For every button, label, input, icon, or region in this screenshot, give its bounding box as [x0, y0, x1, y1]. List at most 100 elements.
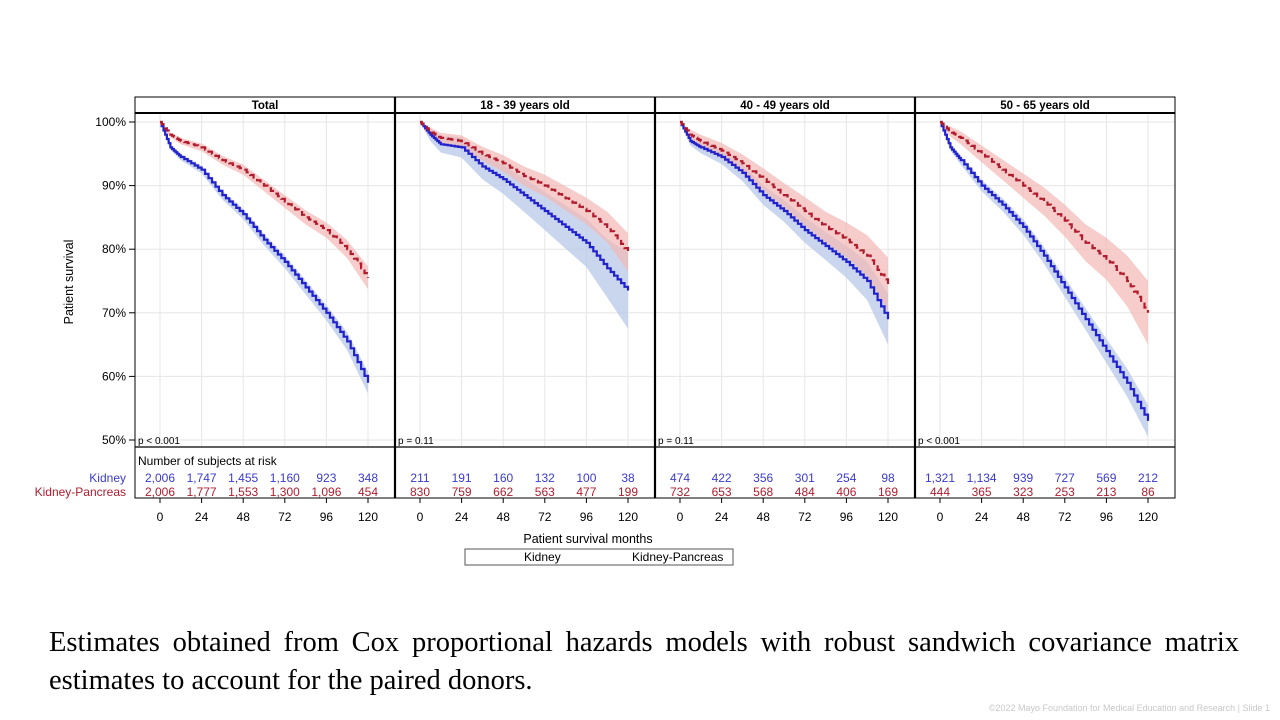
kidney-pancreas-at-risk-count: 563 [535, 485, 555, 499]
kidney-pancreas-survival-line [160, 120, 370, 278]
kidney-at-risk-count: 2,006 [145, 471, 175, 485]
kidney-pancreas-survival-line [420, 120, 630, 253]
x-tick-label: 96 [840, 510, 854, 524]
kidney-pancreas-at-risk-count: 454 [358, 485, 378, 499]
x-tick-label: 120 [878, 510, 898, 524]
y-tick-label: 90% [102, 179, 126, 193]
panel-title: 50 - 65 years old [1000, 100, 1090, 112]
kidney-at-risk-count: 1,455 [228, 471, 258, 485]
kidney-pancreas-at-risk-count: 568 [753, 485, 773, 499]
p-value-label: p < 0.001 [918, 436, 960, 447]
kidney-pancreas-ci-band [160, 122, 368, 290]
kidney-survival-line [160, 120, 370, 383]
x-tick-label: 48 [497, 510, 511, 524]
kidney-at-risk-count: 939 [1013, 471, 1033, 485]
kidney-pancreas-at-risk-count: 323 [1013, 485, 1033, 499]
kidney-survival-line [940, 120, 1150, 421]
kidney-at-risk-count: 212 [1138, 471, 1158, 485]
panel-title: Total [252, 100, 279, 112]
y-tick-label: 100% [95, 115, 126, 129]
kidney-pancreas-at-risk-count: 199 [618, 485, 638, 499]
x-tick-label: 96 [1100, 510, 1114, 524]
risk-row-label-kidney: Kidney [89, 471, 126, 485]
kidney-pancreas-at-risk-count: 732 [670, 485, 690, 499]
kidney-at-risk-count: 98 [881, 471, 895, 485]
kidney-ci-band [940, 122, 1148, 437]
kidney-pancreas-at-risk-count: 1,553 [228, 485, 258, 499]
y-tick-label: 50% [102, 433, 126, 447]
y-tick-label: 80% [102, 242, 126, 256]
p-value-label: p = 0.11 [398, 436, 434, 447]
kidney-survival-line [420, 120, 630, 291]
chart-text: Total p < 0.001 2,006 1,747 1,455 1,160 923 348… [35, 100, 1159, 564]
kidney-pancreas-at-risk-count: 1,096 [311, 485, 341, 499]
x-tick-label: 48 [237, 510, 251, 524]
x-tick-label: 48 [1017, 510, 1031, 524]
kidney-pancreas-at-risk-count: 662 [493, 485, 513, 499]
kidney-pancreas-at-risk-count: 484 [795, 485, 815, 499]
kidney-pancreas-at-risk-count: 477 [576, 485, 596, 499]
kidney-at-risk-count: 348 [358, 471, 378, 485]
x-tick-label: 96 [320, 510, 334, 524]
kidney-pancreas-ci-band [940, 122, 1148, 345]
legend-box [464, 548, 734, 566]
kidney-pancreas-at-risk-count: 1,300 [270, 485, 300, 499]
survival-figure: Total p < 0.001 2,006 1,747 1,455 1,160 923 348… [35, 96, 1176, 566]
x-tick-label: 72 [278, 510, 292, 524]
y-tick-label: 70% [102, 306, 126, 320]
kidney-survival-line [680, 120, 890, 320]
x-tick-label: 0 [937, 510, 944, 524]
kidney-pancreas-at-risk-count: 213 [1096, 485, 1116, 499]
kidney-pancreas-at-risk-count: 759 [452, 485, 472, 499]
kidney-at-risk-count: 191 [452, 471, 472, 485]
kidney-at-risk-count: 1,747 [187, 471, 217, 485]
kidney-at-risk-count: 569 [1096, 471, 1116, 485]
kidney-pancreas-at-risk-count: 830 [410, 485, 430, 499]
y-tick-label: 60% [102, 369, 126, 383]
x-axis-label: Patient survival months [523, 532, 652, 546]
x-tick-label: 0 [157, 510, 164, 524]
x-tick-label: 72 [538, 510, 552, 524]
kidney-pancreas-survival-line [940, 120, 1150, 313]
panel-title: 40 - 49 years old [740, 100, 830, 112]
p-value-label: p = 0.11 [658, 436, 694, 447]
kidney-pancreas-at-risk-count: 406 [836, 485, 856, 499]
x-tick-label: 120 [1138, 510, 1158, 524]
kidney-at-risk-count: 132 [535, 471, 555, 485]
y-axis-label: Patient survival [62, 240, 76, 325]
x-tick-label: 72 [798, 510, 812, 524]
kidney-at-risk-count: 727 [1055, 471, 1075, 485]
kidney-pancreas-at-risk-count: 444 [930, 485, 950, 499]
kidney-at-risk-count: 356 [753, 471, 773, 485]
kidney-pancreas-at-risk-count: 86 [1141, 485, 1155, 499]
kidney-pancreas-at-risk-count: 365 [972, 485, 992, 499]
kidney-pancreas-at-risk-count: 1,777 [187, 485, 217, 499]
kidney-at-risk-count: 211 [410, 471, 429, 485]
x-tick-label: 48 [757, 510, 771, 524]
grid-lines [135, 113, 1175, 447]
kidney-at-risk-count: 1,321 [925, 471, 955, 485]
kidney-at-risk-count: 254 [836, 471, 856, 485]
kidney-at-risk-count: 422 [712, 471, 732, 485]
kidney-at-risk-count: 38 [621, 471, 635, 485]
legend-kidney-label: Kidney [524, 550, 561, 564]
risk-row-label-kidney-pancreas: Kidney-Pancreas [35, 485, 126, 499]
x-tick-label: 0 [677, 510, 684, 524]
x-tick-label: 96 [580, 510, 594, 524]
kidney-pancreas-at-risk-count: 653 [712, 485, 732, 499]
kidney-at-risk-count: 923 [316, 471, 336, 485]
x-tick-label: 120 [618, 510, 638, 524]
survival-curves [160, 120, 1150, 558]
x-tick-label: 24 [975, 510, 989, 524]
x-tick-label: 24 [455, 510, 469, 524]
kidney-at-risk-count: 474 [670, 471, 690, 485]
risk-table-title: Number of subjects at risk [138, 454, 278, 468]
kidney-pancreas-survival-line [680, 120, 890, 285]
panel-title: 18 - 39 years old [480, 100, 570, 112]
kidney-at-risk-count: 160 [493, 471, 513, 485]
kidney-pancreas-at-risk-count: 2,006 [145, 485, 175, 499]
kidney-at-risk-count: 1,134 [967, 471, 997, 485]
kidney-at-risk-count: 301 [795, 471, 815, 485]
x-tick-label: 120 [358, 510, 378, 524]
x-tick-label: 0 [417, 510, 424, 524]
